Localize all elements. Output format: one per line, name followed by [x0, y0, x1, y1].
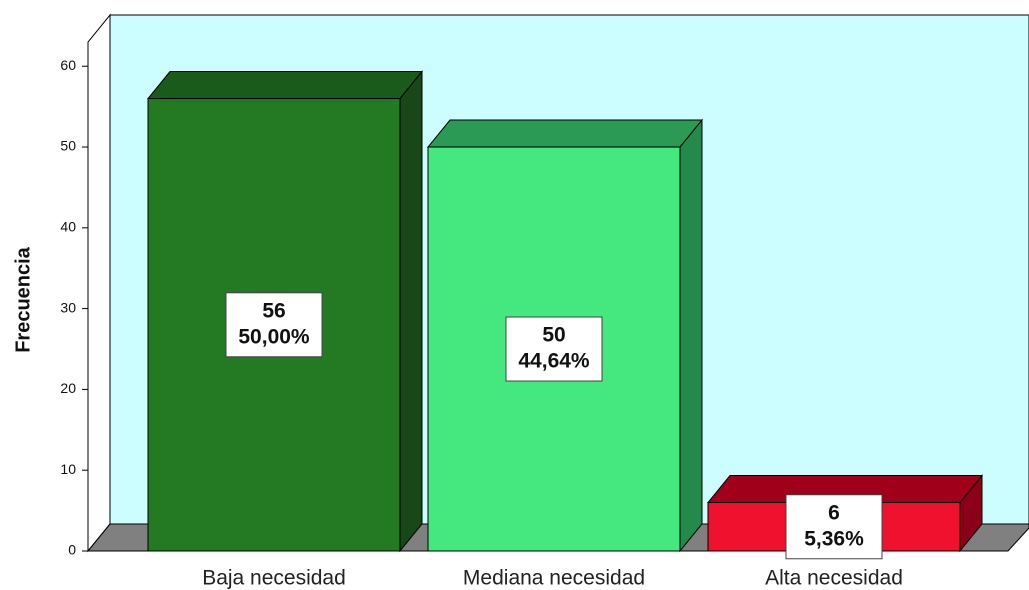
- percent-label: 44,64%: [518, 350, 590, 373]
- y-tick-label: 50: [60, 138, 76, 154]
- percent-label: 5,36%: [804, 527, 864, 550]
- left-wall: [87, 13, 111, 553]
- value-label: 6: [828, 501, 840, 524]
- bar-side: [679, 118, 703, 553]
- bar: [146, 70, 424, 553]
- y-axis-label: Frecuencia: [12, 246, 34, 352]
- value-label: 50: [542, 324, 565, 347]
- bar-top: [426, 119, 704, 148]
- value-label-box: [785, 494, 883, 560]
- bar-top: [146, 71, 424, 100]
- bar-side: [399, 70, 423, 553]
- x-tick-label: Baja necesidad: [202, 567, 346, 590]
- y-tick-label: 10: [60, 461, 76, 477]
- percent-label: 50,00%: [238, 325, 310, 348]
- y-tick-label: 40: [60, 219, 76, 235]
- value-label: 56: [262, 299, 285, 322]
- y-tick-label: 60: [60, 57, 76, 73]
- y-tick-label: 30: [60, 299, 76, 315]
- value-label-box: [505, 316, 603, 382]
- x-tick-label: Mediana necesidad: [463, 567, 645, 590]
- y-tick-label: 0: [68, 542, 76, 558]
- y-tick-label: 20: [60, 380, 76, 396]
- x-tick-label: Alta necesidad: [765, 567, 903, 590]
- value-label-box: [225, 292, 323, 358]
